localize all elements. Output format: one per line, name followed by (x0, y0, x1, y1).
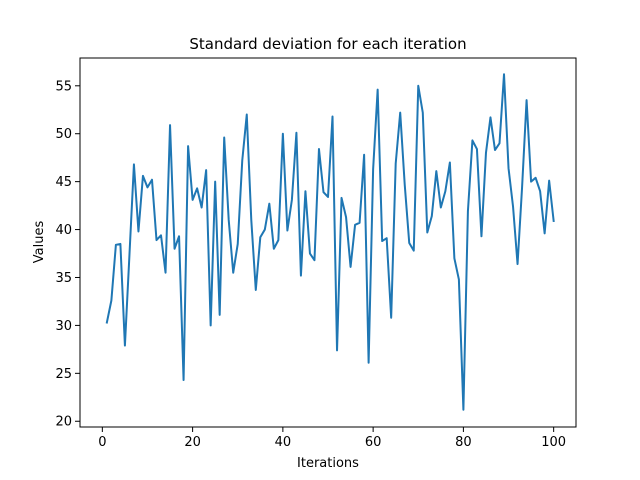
y-tick-label: 35 (55, 271, 72, 286)
y-tick-label: 45 (55, 175, 72, 190)
y-tick-label: 55 (55, 79, 72, 94)
x-tick-label: 40 (275, 435, 292, 450)
y-tick-label: 40 (55, 223, 72, 238)
y-axis-label: Values (32, 221, 47, 264)
x-tick-label: 60 (365, 435, 382, 450)
x-tick-label: 80 (455, 435, 472, 450)
chart-title: Standard deviation for each iteration (189, 35, 466, 53)
x-tick-label: 100 (541, 435, 566, 450)
y-tick-label: 50 (55, 127, 72, 142)
x-axis-label: Iterations (297, 456, 359, 471)
axes-frame (79, 57, 577, 428)
x-tick-label: 0 (98, 435, 106, 450)
y-tick-label: 20 (55, 415, 72, 430)
y-tick-label: 25 (55, 367, 72, 382)
x-tick-label: 20 (184, 435, 201, 450)
plot-area: 0 20 40 60 80 100 20 25 30 35 40 45 50 55 (55, 57, 577, 450)
series-line-0 (105, 73, 555, 411)
y-tick-label: 30 (55, 319, 72, 334)
